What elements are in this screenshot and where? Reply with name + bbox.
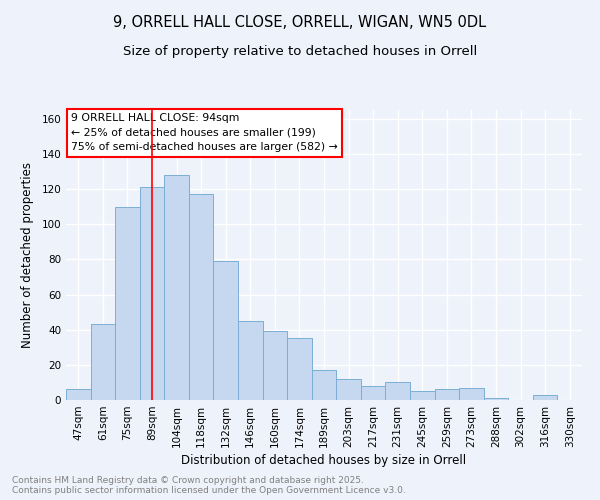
Text: 9, ORRELL HALL CLOSE, ORRELL, WIGAN, WN5 0DL: 9, ORRELL HALL CLOSE, ORRELL, WIGAN, WN5… [113,15,487,30]
Bar [91,324,115,400]
Bar [263,332,287,400]
Y-axis label: Number of detached properties: Number of detached properties [22,162,34,348]
Text: Contains HM Land Registry data © Crown copyright and database right 2025.
Contai: Contains HM Land Registry data © Crown c… [12,476,406,495]
Bar [214,261,238,400]
Bar [140,188,164,400]
Text: 9 ORRELL HALL CLOSE: 94sqm
← 25% of detached houses are smaller (199)
75% of sem: 9 ORRELL HALL CLOSE: 94sqm ← 25% of deta… [71,113,338,152]
Text: Size of property relative to detached houses in Orrell: Size of property relative to detached ho… [123,45,477,58]
Bar [115,206,140,400]
Bar [238,321,263,400]
Bar [164,175,189,400]
Bar [434,390,459,400]
Bar [533,394,557,400]
Bar [287,338,312,400]
Bar [189,194,214,400]
Bar [361,386,385,400]
Bar [484,398,508,400]
Bar [336,379,361,400]
Bar [385,382,410,400]
X-axis label: Distribution of detached houses by size in Orrell: Distribution of detached houses by size … [181,454,467,467]
Bar [312,370,336,400]
Bar [410,391,434,400]
Bar [459,388,484,400]
Bar [66,390,91,400]
